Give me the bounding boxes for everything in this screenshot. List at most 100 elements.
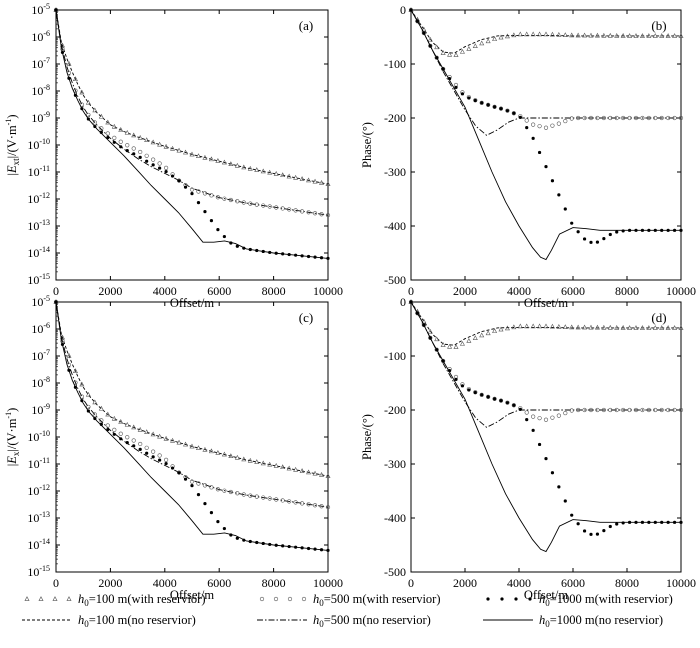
data-point [306, 502, 311, 507]
y-tick-label: 10-6 [31, 29, 50, 44]
y-tick-label: 10-5 [31, 294, 50, 309]
data-point [93, 416, 97, 421]
data-point [85, 99, 91, 105]
x-tick-label: 10000 [666, 576, 696, 590]
data-point [660, 520, 664, 524]
y-tick-label: -100 [384, 57, 406, 71]
series-dashdot [410, 9, 681, 136]
data-point [157, 141, 163, 147]
y-tick-label: 10-14 [27, 245, 50, 260]
data-point [537, 323, 543, 329]
data-point [467, 96, 471, 100]
data-point [563, 207, 567, 211]
data-point [479, 332, 485, 338]
data-point [576, 522, 580, 526]
data-point [530, 31, 536, 37]
data-point [409, 8, 413, 12]
data-point [550, 415, 555, 420]
data-point [537, 416, 542, 421]
data-point [254, 494, 259, 499]
data-point [190, 192, 194, 196]
y-tick-label: -200 [384, 403, 406, 417]
data-point [570, 513, 574, 517]
data-point [183, 149, 189, 155]
data-point [144, 445, 149, 450]
y-tick-label: -300 [384, 457, 406, 471]
legend-item-dashdot: h0=500 m(no reservior) [257, 613, 431, 629]
panel-label: (a) [299, 18, 313, 33]
x-tick-label: 0 [408, 284, 414, 298]
data-point [678, 325, 684, 330]
data-point [550, 471, 555, 475]
panel-b: 0 2000 4000 6000 8000 10000 Offset/m 0 -100 -200 -… [360, 3, 696, 310]
legend-item-solid: h0=1000 m(no reservior) [483, 613, 663, 629]
x-tick-label: 0 [53, 284, 59, 298]
series-dot [54, 300, 330, 553]
data-point [73, 93, 78, 97]
data-point [247, 165, 253, 171]
data-point [435, 56, 439, 60]
data-point [92, 120, 97, 125]
data-point [653, 228, 657, 232]
data-point [67, 368, 71, 372]
data-point [647, 228, 651, 232]
data-point [73, 385, 78, 389]
series-dot [409, 300, 683, 536]
y-tick-label: 10-13 [27, 510, 50, 525]
series-line [55, 9, 329, 259]
y-tick-label: 10-14 [27, 537, 50, 552]
data-point [640, 228, 645, 232]
data-point [653, 407, 658, 413]
data-point [608, 115, 613, 121]
data-point [299, 209, 305, 214]
data-point [286, 173, 292, 179]
data-point [163, 143, 169, 149]
panel-c: 0 2000 4000 6000 8000 10000 Offset/m 10-15 10-14… [4, 294, 343, 602]
data-point [170, 466, 175, 470]
data-point [273, 463, 279, 468]
data-point [517, 323, 523, 329]
data-point [525, 418, 529, 422]
data-point [222, 196, 227, 201]
data-point [665, 325, 671, 330]
data-point [453, 344, 459, 349]
x-tick-label: 0 [408, 576, 414, 590]
data-point [556, 31, 562, 37]
data-point [215, 487, 221, 492]
data-point [492, 396, 497, 401]
legend-marker [287, 596, 293, 602]
data-point [634, 520, 638, 524]
data-point [158, 166, 162, 170]
data-point [183, 441, 189, 447]
data-point [492, 328, 498, 333]
data-point [151, 163, 155, 167]
x-tick-label: 2000 [98, 284, 122, 298]
y-tick-label: -500 [384, 565, 406, 579]
data-point [421, 322, 426, 328]
data-point [228, 489, 233, 495]
data-point [614, 324, 620, 330]
data-point [99, 130, 103, 134]
legend-label: h0=1000 m(with reservior) [539, 592, 673, 608]
data-point [594, 324, 600, 330]
data-point [511, 32, 517, 38]
data-point [85, 391, 91, 397]
data-point [203, 502, 207, 506]
x-tick-label: 0 [53, 576, 59, 590]
data-point [216, 228, 220, 232]
data-point [145, 451, 149, 455]
series-dashdot [410, 301, 681, 428]
data-point [254, 202, 259, 207]
data-point [229, 241, 233, 245]
data-point [325, 181, 331, 187]
data-point [119, 437, 123, 441]
data-point [621, 521, 625, 525]
data-point [447, 51, 453, 57]
data-point [222, 234, 226, 239]
data-point [248, 493, 253, 498]
data-point [544, 457, 548, 461]
data-point [196, 481, 201, 486]
series-solid [410, 9, 681, 261]
data-point [672, 115, 677, 121]
x-tick-label: 6000 [207, 576, 231, 590]
